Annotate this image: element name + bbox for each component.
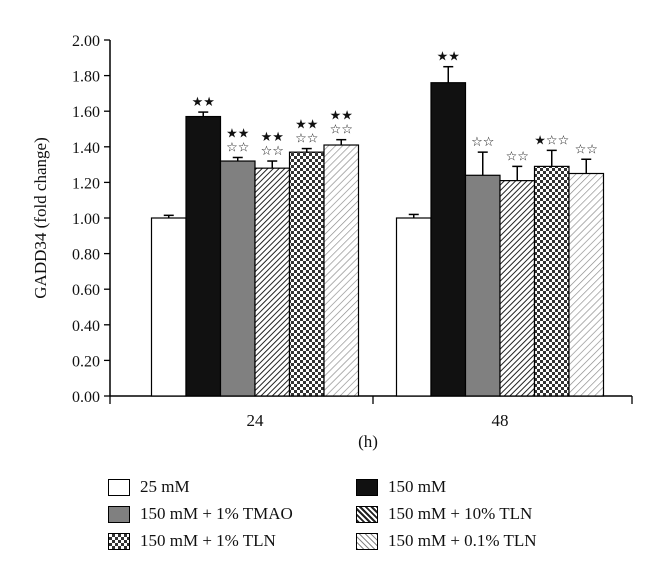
bar bbox=[499, 180, 536, 397]
significance-marker: ★★ bbox=[192, 95, 215, 110]
x-axis-title: (h) bbox=[358, 432, 378, 451]
y-tick-label: 0.80 bbox=[72, 247, 100, 264]
bar bbox=[568, 172, 605, 397]
y-tick-label: 0.00 bbox=[72, 389, 100, 406]
legend-swatch bbox=[108, 532, 130, 550]
significance-marker: ☆☆ bbox=[330, 123, 353, 138]
bar bbox=[150, 217, 187, 397]
legend-item: 25 mM bbox=[108, 476, 190, 498]
significance-marker: ★★ bbox=[226, 126, 249, 141]
significance-marker: ☆☆ bbox=[261, 144, 284, 159]
significance-marker: ★★ bbox=[437, 50, 460, 65]
bar bbox=[430, 82, 467, 397]
y-tick-label: 1.60 bbox=[72, 104, 100, 121]
y-tick-label: 2.00 bbox=[72, 33, 100, 50]
legend-swatch bbox=[356, 505, 378, 523]
x-tick-label: 48 bbox=[492, 411, 509, 430]
x-tick-label: 24 bbox=[247, 411, 265, 430]
legend-label: 25 mM bbox=[140, 477, 190, 496]
legend-item: 150 mM + 1% TMAO bbox=[108, 503, 293, 525]
legend-label: 150 mM + 1% TLN bbox=[140, 531, 276, 550]
y-tick-label: 0.60 bbox=[72, 282, 100, 299]
bar bbox=[464, 174, 501, 397]
legend-item: 150 mM + 10% TLN bbox=[356, 503, 532, 525]
legend-swatch bbox=[356, 478, 378, 496]
significance-marker: ☆☆ bbox=[295, 132, 318, 147]
y-tick-label: 1.00 bbox=[72, 211, 100, 228]
significance-marker: ☆☆ bbox=[471, 135, 494, 150]
y-axis-title: GADD34 (fold change) bbox=[31, 137, 50, 298]
legend-swatch bbox=[108, 478, 130, 496]
bar-chart: 0.00 0.20 0.40 0.60 0.80 1.00 1.20 1.40 1.60 1.80… bbox=[31, 33, 633, 451]
legend: 25 mM 150 mM 150 mM + 1% TMAO 150 mM + 10% … bbox=[108, 476, 648, 576]
significance-marker: ★★ bbox=[330, 109, 353, 124]
legend-label: 150 mM bbox=[388, 477, 447, 496]
y-tick-label: 0.20 bbox=[72, 353, 100, 370]
legend-swatch bbox=[356, 532, 378, 550]
legend-swatch bbox=[108, 505, 130, 523]
legend-label: 150 mM + 10% TLN bbox=[388, 504, 533, 523]
legend-item: 150 mM + 1% TLN bbox=[108, 530, 276, 552]
bar bbox=[323, 144, 360, 397]
y-tick-label: 1.80 bbox=[72, 69, 100, 86]
significance-marker: ☆☆ bbox=[226, 140, 249, 155]
legend-label: 150 mM + 1% TMAO bbox=[140, 504, 293, 523]
bar bbox=[254, 167, 291, 397]
bar bbox=[288, 151, 325, 397]
y-tick-label: 1.20 bbox=[72, 175, 100, 192]
bar bbox=[395, 217, 432, 397]
significance-marker: ☆☆ bbox=[575, 142, 598, 157]
legend-item: 150 mM bbox=[356, 476, 446, 498]
significance-marker: ☆☆ bbox=[506, 149, 529, 164]
significance-marker: ★☆☆ bbox=[534, 133, 569, 148]
bar bbox=[219, 160, 256, 397]
bar bbox=[185, 115, 222, 397]
legend-label: 150 mM + 0.1% TLN bbox=[388, 531, 537, 550]
y-tick-label: 1.40 bbox=[72, 140, 100, 157]
legend-item: 150 mM + 0.1% TLN bbox=[356, 530, 537, 552]
bar bbox=[533, 165, 570, 397]
y-tick-label: 0.40 bbox=[72, 318, 100, 335]
significance-marker: ★★ bbox=[261, 130, 284, 145]
significance-marker: ★★ bbox=[295, 118, 318, 133]
